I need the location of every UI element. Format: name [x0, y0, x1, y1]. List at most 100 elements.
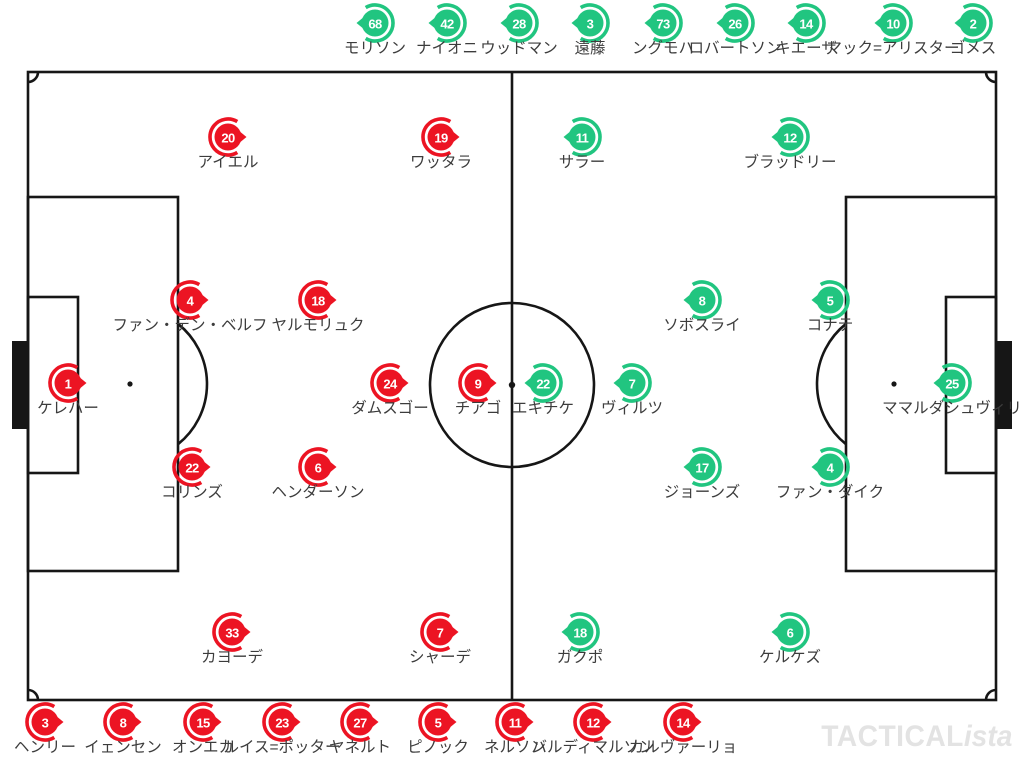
- player-name-label: エキチケ: [511, 400, 575, 417]
- player-direction-icon: 14: [663, 702, 702, 742]
- player-marker[interactable]: 23 ルイス=ポッター: [223, 699, 341, 756]
- player-direction-icon: 12: [771, 117, 810, 157]
- player-direction-icon: 8: [103, 702, 142, 742]
- player-marker[interactable]: 4 ファン・ダイク: [776, 444, 884, 501]
- player-direction-icon: 7: [613, 363, 652, 403]
- player-marker[interactable]: 10 マック=アリスター: [826, 0, 960, 57]
- player-name-label: ファン・デン・ベルフ: [112, 317, 268, 334]
- player-name-label: イェンセン: [84, 739, 162, 756]
- player-marker[interactable]: 42 ナイオニ: [416, 0, 478, 57]
- player-direction-icon: 42: [428, 3, 467, 43]
- corner-arc-bottom-left: [27, 688, 40, 701]
- player-direction-icon: 68: [356, 3, 395, 43]
- player-marker[interactable]: 14 キエーザ: [775, 0, 837, 57]
- player-marker[interactable]: 12 バルディマルソン: [532, 699, 654, 756]
- penalty-spot-left: [127, 381, 133, 387]
- player-name-label: カルヴァーリョ: [628, 739, 738, 756]
- player-marker[interactable]: 22 エキチケ: [512, 360, 574, 417]
- player-marker[interactable]: 7 ヴィルツ: [601, 360, 663, 417]
- player-number: 17: [695, 460, 709, 475]
- player-marker[interactable]: 4 ファン・デン・ベルフ: [112, 277, 268, 334]
- player-name-label: チアゴ: [454, 400, 502, 417]
- player-marker[interactable]: 17 ジョーンズ: [664, 444, 740, 501]
- player-marker[interactable]: 73 ングモハ: [632, 0, 694, 57]
- player-number: 8: [120, 715, 127, 730]
- player-marker[interactable]: 3 ヘンリー: [14, 699, 76, 756]
- player-marker[interactable]: 12 ブラッドリー: [743, 114, 837, 171]
- player-marker[interactable]: 27 ヤネルト: [329, 699, 391, 756]
- player-number: 18: [311, 293, 325, 308]
- player-direction-icon: 22: [524, 363, 563, 403]
- player-marker[interactable]: 9 チアゴ: [455, 360, 501, 417]
- player-number: 20: [221, 130, 235, 145]
- player-marker[interactable]: 33 カヨーデ: [201, 609, 263, 666]
- player-number: 27: [353, 715, 367, 730]
- player-marker[interactable]: 24 ダムスゴー: [351, 360, 429, 417]
- player-direction-icon: 11: [495, 702, 534, 742]
- player-direction-icon: 28: [500, 3, 539, 43]
- player-name-label: ヘンダーソン: [271, 484, 365, 501]
- player-direction-icon: 18: [561, 612, 600, 652]
- player-name-label: ングモハ: [631, 40, 695, 57]
- player-direction-icon: 17: [683, 447, 722, 487]
- player-direction-icon: 6: [298, 447, 337, 487]
- player-number: 8: [699, 293, 706, 308]
- player-marker[interactable]: 6 ケルケズ: [759, 609, 821, 666]
- player-direction-icon: 23: [262, 702, 301, 742]
- player-direction-icon: 10: [874, 3, 913, 43]
- player-marker[interactable]: 20 アイエル: [197, 114, 259, 171]
- player-marker[interactable]: 18 ヤルモリュク: [271, 277, 365, 334]
- player-direction-icon: 15: [183, 702, 222, 742]
- player-name-label: ヤネルト: [328, 739, 392, 756]
- player-number: 19: [434, 130, 448, 145]
- player-marker[interactable]: 68 モリソン: [344, 0, 406, 57]
- player-direction-icon: 26: [716, 3, 755, 43]
- player-marker[interactable]: 3 遠藤: [567, 0, 613, 57]
- player-direction-icon: 11: [563, 117, 602, 157]
- player-marker[interactable]: 18 ガクポ: [557, 609, 603, 666]
- player-marker[interactable]: 28 ウッドマン: [480, 0, 558, 57]
- player-number: 22: [185, 460, 199, 475]
- player-name-label: ジョーンズ: [663, 484, 741, 501]
- player-name-label: ケルケズ: [758, 649, 822, 666]
- player-direction-icon: 27: [340, 702, 379, 742]
- player-number: 28: [512, 16, 526, 31]
- player-marker[interactable]: 1 ケレハー: [37, 360, 99, 417]
- player-number: 5: [827, 293, 834, 308]
- player-number: 7: [629, 376, 636, 391]
- player-direction-icon: 5: [418, 702, 457, 742]
- player-name-label: モリソン: [343, 40, 407, 57]
- player-marker[interactable]: 5 コナテ: [807, 277, 853, 334]
- player-name-label: ピノック: [407, 739, 469, 756]
- player-marker[interactable]: 19 ワッタラ: [410, 114, 472, 171]
- player-number: 24: [383, 376, 398, 391]
- player-number: 68: [368, 16, 382, 31]
- player-marker[interactable]: 8 イェンセン: [84, 699, 162, 756]
- player-marker[interactable]: 8 ソボスライ: [663, 277, 741, 334]
- player-name-label: 遠藤: [574, 40, 606, 57]
- player-marker[interactable]: 25 ママルダシュヴィリ: [882, 360, 1022, 417]
- player-number: 22: [536, 376, 550, 391]
- player-marker[interactable]: 14 カルヴァーリョ: [629, 699, 737, 756]
- player-marker[interactable]: 7 シャーデ: [409, 609, 471, 666]
- player-marker[interactable]: 11 ネルソン: [484, 699, 546, 756]
- player-marker[interactable]: 11 サラー: [559, 114, 605, 171]
- player-direction-icon: 19: [421, 117, 460, 157]
- player-name-label: ロバートソン: [688, 40, 782, 57]
- center-spot: [508, 381, 516, 389]
- player-marker[interactable]: 22 コリンズ: [161, 444, 223, 501]
- player-name-label: シャーデ: [408, 649, 472, 666]
- player-name-label: バルディマルソン: [531, 739, 655, 756]
- player-marker[interactable]: 6 ヘンダーソン: [271, 444, 365, 501]
- player-name-label: ヘンリー: [13, 739, 77, 756]
- player-direction-icon: 8: [683, 280, 722, 320]
- player-marker[interactable]: 5 ピノック: [407, 699, 469, 756]
- player-marker[interactable]: 2 ゴメス: [950, 0, 996, 57]
- player-marker[interactable]: 26 ロバートソン: [688, 0, 782, 57]
- player-number: 5: [435, 715, 442, 730]
- corner-arc-bottom-right: [984, 688, 997, 701]
- player-number: 7: [437, 625, 444, 640]
- player-marker[interactable]: 15 オンエカ: [172, 699, 234, 756]
